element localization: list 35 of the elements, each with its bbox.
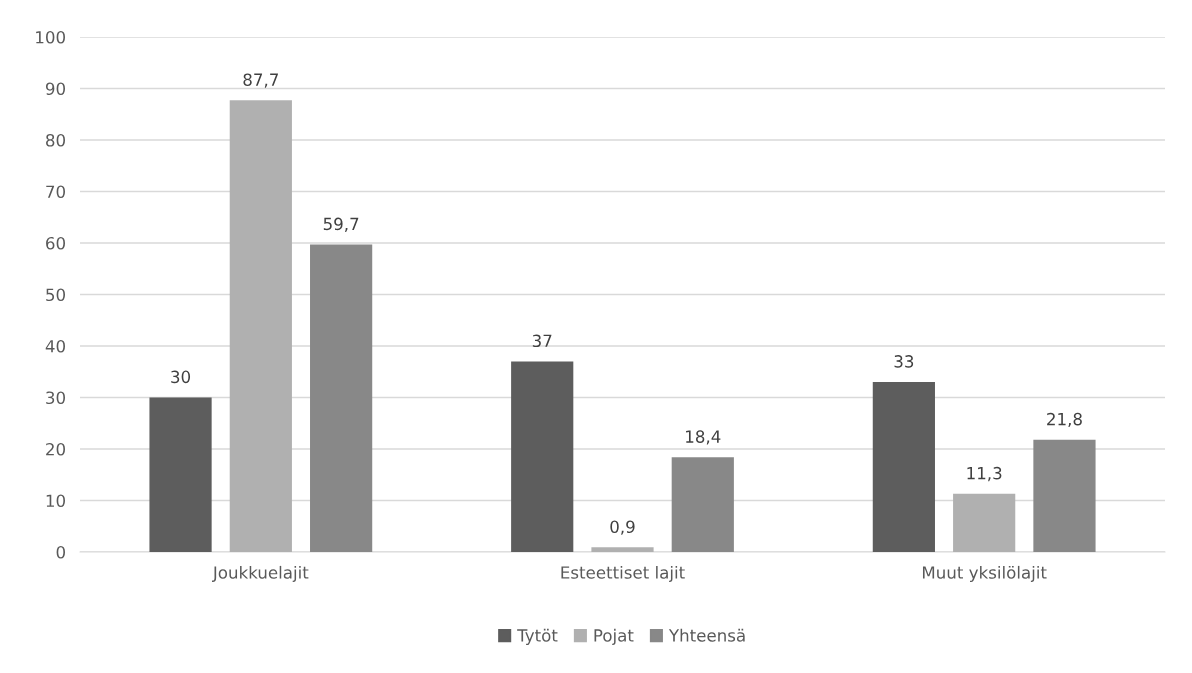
y-tick-label: 30 — [46, 391, 65, 405]
bar — [1033, 439, 1096, 552]
x-tick-label: Esteettiset lajit — [561, 565, 685, 583]
legend-label: Pojat — [594, 628, 634, 645]
data-label: 30 — [171, 370, 191, 384]
y-tick-label: 100 — [36, 30, 65, 44]
y-tick-label: 90 — [45, 82, 65, 96]
bar — [591, 547, 654, 552]
bar — [310, 244, 373, 552]
y-tick-label: 70 — [46, 185, 65, 199]
y-tick-label: 0 — [56, 545, 65, 559]
data-label: 59,7 — [323, 217, 359, 232]
bar — [953, 493, 1016, 552]
bar — [872, 382, 935, 552]
data-label: 21,8 — [1047, 412, 1082, 428]
y-tick-label: 10 — [46, 494, 65, 508]
legend-label: Tytöt — [517, 628, 558, 645]
x-tick-label: Joukkuelajit — [212, 565, 309, 583]
bar — [149, 397, 212, 552]
y-tick-label: 60 — [46, 236, 65, 250]
data-label: 11,3 — [967, 466, 1002, 482]
data-label: 33 — [894, 355, 914, 368]
bar — [229, 100, 292, 552]
data-label: 87,7 — [243, 73, 278, 88]
y-tick-label: 40 — [45, 339, 65, 353]
data-label: 37 — [532, 334, 552, 348]
y-tick-label: 80 — [46, 133, 65, 147]
legend-label: Yhteensä — [668, 628, 745, 642]
data-label: 0,9 — [610, 520, 635, 535]
bar — [671, 457, 734, 552]
y-tick-label: 50 — [46, 288, 65, 302]
bar — [511, 361, 574, 552]
x-tick-label: Muut yksilölajit — [922, 565, 1047, 583]
data-label: 18,4 — [686, 430, 721, 445]
y-tick-label: 20 — [46, 442, 65, 456]
